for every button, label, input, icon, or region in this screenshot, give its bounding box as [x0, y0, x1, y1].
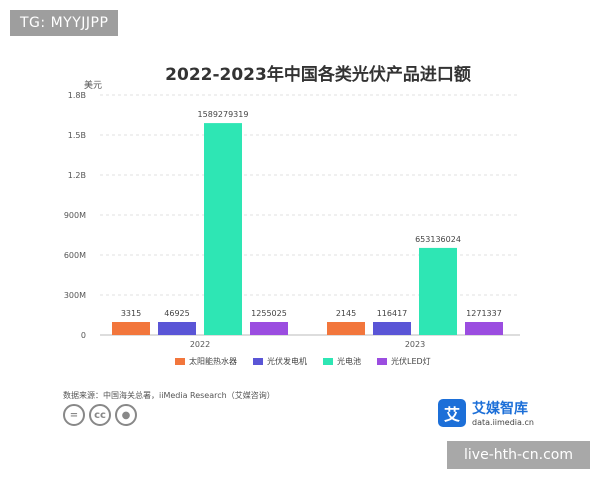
- brand-logo-block: 艾 艾媒智库 data.iimedia.cn: [438, 398, 534, 427]
- bar: [419, 247, 457, 335]
- y-tick-label: 1.8B: [68, 91, 86, 100]
- bar: [112, 322, 150, 335]
- bar-value-label: 116417: [377, 309, 408, 318]
- bar-value-label: 46925: [164, 309, 189, 318]
- equal-sign-icon: =: [63, 404, 85, 426]
- y-tick-label: 0: [81, 331, 86, 340]
- y-tick-label: 300M: [64, 291, 86, 300]
- legend-swatch: [323, 358, 333, 365]
- bar-value-label: 1271337: [466, 309, 502, 318]
- bar: [158, 322, 196, 335]
- bar: [373, 322, 411, 335]
- legend-label: 光伏发电机: [267, 357, 307, 366]
- legend-item: 光伏发电机: [253, 356, 307, 367]
- y-tick-label: 1.5B: [68, 131, 86, 140]
- x-tick-label: 2023: [405, 340, 425, 349]
- legend-swatch: [377, 358, 387, 365]
- y-axis-unit: 美元: [84, 81, 103, 91]
- brand-name: 艾媒智库: [472, 401, 528, 417]
- y-tick-label: 1.2B: [68, 171, 86, 180]
- bar-value-label: 1255025: [251, 309, 287, 318]
- person-icon: ●: [115, 404, 137, 426]
- watermark-bottom: live-hth-cn.com: [447, 441, 590, 469]
- brand-logo-icon: 艾: [438, 398, 466, 427]
- legend-item: 光电池: [323, 356, 361, 367]
- bar-value-label: 1589279319: [198, 110, 249, 119]
- chart-legend: 太阳能热水器 光伏发电机 光电池 光伏LED灯: [175, 356, 431, 367]
- bar-value-label: 3315: [121, 309, 141, 318]
- bar: [204, 123, 242, 335]
- legend-label: 太阳能热水器: [189, 357, 237, 366]
- data-source: 数据来源：中国海关总署，iiMedia Research（艾媒咨询）: [63, 391, 275, 400]
- bar-value-label: 2145: [336, 309, 356, 318]
- legend-swatch: [175, 358, 185, 365]
- legend-swatch: [253, 358, 263, 365]
- legend-item: 光伏LED灯: [377, 356, 431, 367]
- legend-item: 太阳能热水器: [175, 356, 237, 367]
- chart-card: [50, 42, 586, 442]
- brand-url: data.iimedia.cn: [472, 418, 534, 427]
- bar: [327, 322, 365, 335]
- license-icons: = cc ●: [63, 404, 137, 426]
- cc-icon: cc: [89, 404, 111, 426]
- y-tick-label: 900M: [64, 211, 86, 220]
- legend-label: 光伏LED灯: [391, 357, 431, 366]
- bar-value-label: 653136024: [415, 235, 461, 244]
- chart-title: 2022-2023年中国各类光伏产品进口额: [165, 65, 471, 85]
- x-tick-label: 2022: [190, 340, 210, 349]
- bar: [250, 322, 288, 335]
- legend-label: 光电池: [337, 357, 361, 366]
- watermark-top: TG: MYYJJPP: [10, 10, 119, 36]
- bar: [465, 322, 503, 335]
- y-tick-label: 600M: [64, 251, 86, 260]
